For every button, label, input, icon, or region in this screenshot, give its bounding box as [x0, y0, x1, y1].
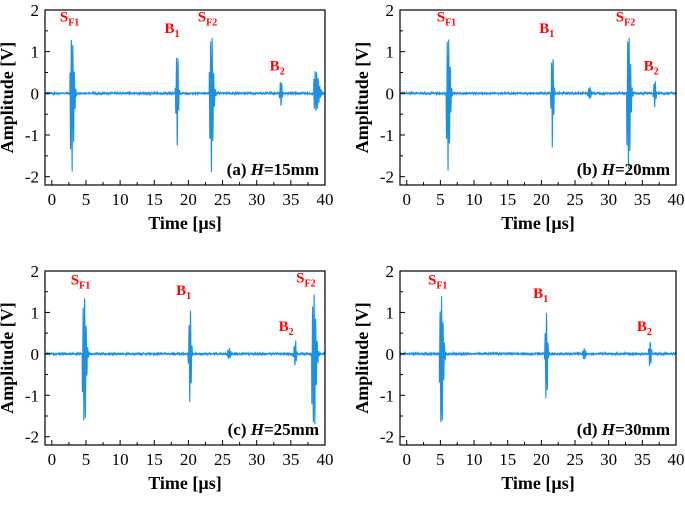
peak-label: B1 — [533, 286, 548, 305]
x-axis-title: Time [µs] — [501, 213, 575, 233]
peak-label: B2 — [644, 58, 659, 77]
x-tick-label: 10 — [466, 190, 483, 209]
x-tick-label: 40 — [668, 450, 685, 469]
x-tick-label: 20 — [533, 190, 550, 209]
signal-series — [400, 296, 676, 423]
x-tick-label: 15 — [146, 450, 163, 469]
x-tick-label: 15 — [499, 190, 516, 209]
peak-label: SF1 — [428, 273, 447, 292]
x-tick-label: 0 — [402, 450, 411, 469]
y-tick-label: -2 — [380, 428, 394, 447]
peak-label: B1 — [539, 21, 554, 40]
x-tick-label: 40 — [317, 450, 334, 469]
y-axis-title: Amplitude [V] — [0, 42, 17, 154]
x-tick-label: 35 — [282, 450, 299, 469]
y-tick-label: 0 — [386, 84, 395, 103]
x-axis-title: Time [µs] — [148, 473, 222, 493]
x-tick-label: 35 — [282, 190, 299, 209]
y-tick-label: -2 — [25, 168, 39, 187]
signal-series — [45, 294, 325, 425]
x-tick-label: 0 — [402, 190, 411, 209]
x-axis-title: Time [µs] — [501, 473, 575, 493]
x-tick-label: 0 — [48, 450, 57, 469]
x-tick-label: 5 — [436, 190, 445, 209]
y-tick-label: -2 — [380, 168, 394, 187]
peak-label: B1 — [165, 21, 180, 40]
peak-label: B1 — [176, 283, 191, 302]
x-tick-label: 40 — [668, 190, 685, 209]
y-tick-label: -1 — [25, 386, 39, 405]
y-tick-label: -1 — [380, 126, 394, 145]
y-tick-label: 1 — [386, 43, 395, 62]
x-tick-label: 20 — [180, 450, 197, 469]
peak-label: B2 — [279, 319, 294, 338]
x-tick-label: 20 — [533, 450, 550, 469]
peak-label: B2 — [270, 58, 285, 77]
x-tick-label: 10 — [466, 450, 483, 469]
signal-series — [45, 37, 325, 173]
chart-panel-4: 0 5 10 15 20 25 30 35 40 -2 -1 0 1 2 Time [µs] Amplitud… — [352, 262, 685, 493]
y-tick-label: 2 — [386, 262, 395, 281]
x-tick-label: 15 — [499, 450, 516, 469]
peak-label: SF1 — [71, 273, 90, 292]
y-tick-label: 1 — [31, 303, 40, 322]
x-tick-label: 5 — [82, 190, 91, 209]
plot-frame — [399, 9, 677, 186]
x-tick-label: 10 — [112, 450, 129, 469]
peak-label: SF1 — [437, 10, 456, 29]
y-tick-label: 0 — [31, 345, 40, 364]
peak-label: SF1 — [60, 10, 79, 29]
plot-frame — [44, 9, 326, 186]
x-tick-label: 30 — [600, 190, 617, 209]
chart-panel-2: 0 5 10 15 20 25 30 35 40 -2 -1 0 1 2 Time [µs] Amplitud… — [352, 1, 685, 233]
chart-panel-1: 0 5 10 15 20 25 30 35 40 -2 -1 0 1 2 Time [µs] Amplitud… — [0, 1, 334, 233]
chart-panel-3: 0 5 10 15 20 25 30 35 40 -2 -1 0 1 2 Time [µs] Amplitud… — [0, 262, 334, 493]
panel-label: (d) H=30mm — [577, 420, 670, 439]
x-tick-label: 35 — [634, 190, 651, 209]
x-tick-label: 30 — [600, 450, 617, 469]
x-tick-label: 40 — [317, 190, 334, 209]
x-tick-label: 25 — [214, 450, 231, 469]
y-tick-label: 1 — [31, 43, 40, 62]
y-axis-title: Amplitude [V] — [352, 302, 372, 414]
panel-label: (c) H=25mm — [228, 420, 319, 439]
y-tick-label: -1 — [380, 386, 394, 405]
x-tick-label: 10 — [112, 190, 129, 209]
x-tick-label: 0 — [48, 190, 57, 209]
y-tick-label: -2 — [25, 428, 39, 447]
x-axis-title: Time [µs] — [148, 213, 222, 233]
y-tick-label: 0 — [386, 345, 395, 364]
x-tick-label: 25 — [567, 190, 584, 209]
x-tick-label: 15 — [146, 190, 163, 209]
panel-label: (b) H=20mm — [577, 160, 670, 179]
plot-frame — [399, 270, 677, 446]
y-tick-label: 2 — [31, 1, 40, 20]
peak-label: B2 — [637, 319, 652, 338]
peak-label: SF2 — [616, 10, 635, 29]
y-axis-title: Amplitude [V] — [352, 42, 372, 154]
peak-label: SF2 — [296, 271, 315, 290]
y-tick-label: 0 — [31, 84, 40, 103]
y-tick-label: 2 — [386, 1, 395, 20]
y-tick-label: -1 — [25, 126, 39, 145]
x-tick-label: 30 — [248, 450, 265, 469]
x-tick-label: 25 — [567, 450, 584, 469]
x-tick-label: 35 — [634, 450, 651, 469]
panel-label: (a) H=15mm — [227, 160, 319, 179]
peak-label: SF2 — [198, 10, 217, 29]
x-tick-label: 20 — [180, 190, 197, 209]
y-tick-label: 1 — [386, 303, 395, 322]
x-tick-label: 5 — [436, 450, 445, 469]
y-tick-label: 2 — [31, 262, 40, 281]
x-tick-label: 5 — [82, 450, 91, 469]
plot-frame — [44, 270, 326, 446]
y-axis-title: Amplitude [V] — [0, 302, 17, 414]
x-tick-label: 25 — [214, 190, 231, 209]
signal-series — [400, 37, 676, 171]
x-tick-label: 30 — [248, 190, 265, 209]
